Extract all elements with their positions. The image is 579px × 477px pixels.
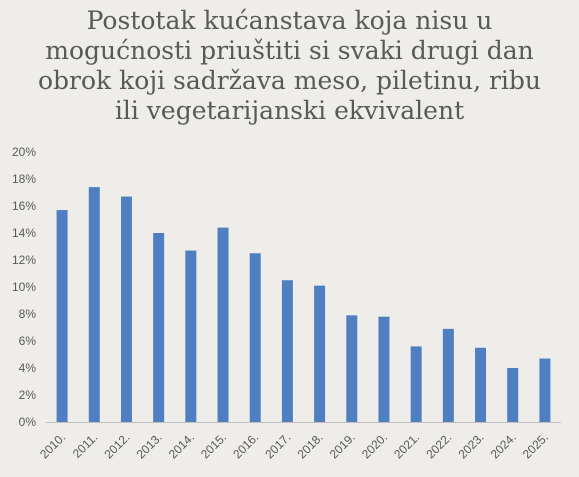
y-tick-label: 10% bbox=[12, 280, 36, 294]
bar bbox=[442, 328, 454, 422]
chart-title: Postotak kućanstava koja nisu u mogućnos… bbox=[0, 6, 579, 126]
y-tick-label: 12% bbox=[12, 253, 36, 267]
bar bbox=[346, 315, 358, 422]
x-tick-label: 2022. bbox=[423, 430, 454, 461]
y-tick-label: 8% bbox=[19, 307, 37, 321]
bar bbox=[281, 280, 293, 422]
x-tick-label: 2014. bbox=[166, 430, 197, 461]
bar bbox=[410, 346, 422, 422]
x-tick-label: 2021. bbox=[391, 430, 422, 461]
bar bbox=[56, 210, 68, 422]
x-tick-label: 2016. bbox=[230, 430, 261, 461]
x-tick-label: 2017. bbox=[262, 430, 293, 461]
x-tick-label: 2010. bbox=[37, 430, 68, 461]
x-tick-label: 2018. bbox=[295, 430, 326, 461]
bar bbox=[475, 347, 487, 422]
y-tick-label: 0% bbox=[19, 415, 37, 429]
bar bbox=[153, 233, 165, 422]
x-tick-label: 2013. bbox=[134, 430, 165, 461]
x-tick-label: 2024. bbox=[488, 430, 519, 461]
x-tick-label: 2011. bbox=[70, 430, 101, 461]
bar bbox=[88, 187, 100, 422]
y-tick-label: 20% bbox=[12, 145, 36, 159]
x-tick-label: 2020. bbox=[359, 430, 390, 461]
chart-title-line: Postotak kućanstava koja nisu u bbox=[86, 6, 493, 35]
y-tick-label: 16% bbox=[12, 199, 36, 213]
bar bbox=[249, 253, 261, 422]
y-tick-label: 6% bbox=[19, 334, 37, 348]
x-tick-label: 2025. bbox=[520, 430, 551, 461]
x-tick-label: 2015. bbox=[198, 430, 229, 461]
bar bbox=[507, 368, 519, 422]
bar bbox=[314, 285, 326, 422]
y-tick-label: 18% bbox=[12, 172, 36, 186]
chart-title-line: obrok koji sadržava meso, piletinu, ribu bbox=[37, 66, 542, 95]
bar bbox=[217, 227, 229, 422]
x-tick-label: 2023. bbox=[456, 430, 487, 461]
x-tick-label: 2019. bbox=[327, 430, 358, 461]
y-tick-label: 4% bbox=[19, 361, 37, 375]
bar bbox=[120, 196, 132, 422]
bar bbox=[539, 358, 551, 422]
chart-title-line: ili vegetarijanski ekvivalent bbox=[114, 96, 465, 125]
chart-title-line: mogućnosti priuštiti si svaki drugi dan bbox=[45, 36, 534, 65]
bar bbox=[378, 316, 390, 422]
bar bbox=[185, 250, 197, 422]
y-tick-label: 14% bbox=[12, 226, 36, 240]
y-tick-label: 2% bbox=[19, 388, 37, 402]
x-tick-label: 2012. bbox=[101, 430, 132, 461]
